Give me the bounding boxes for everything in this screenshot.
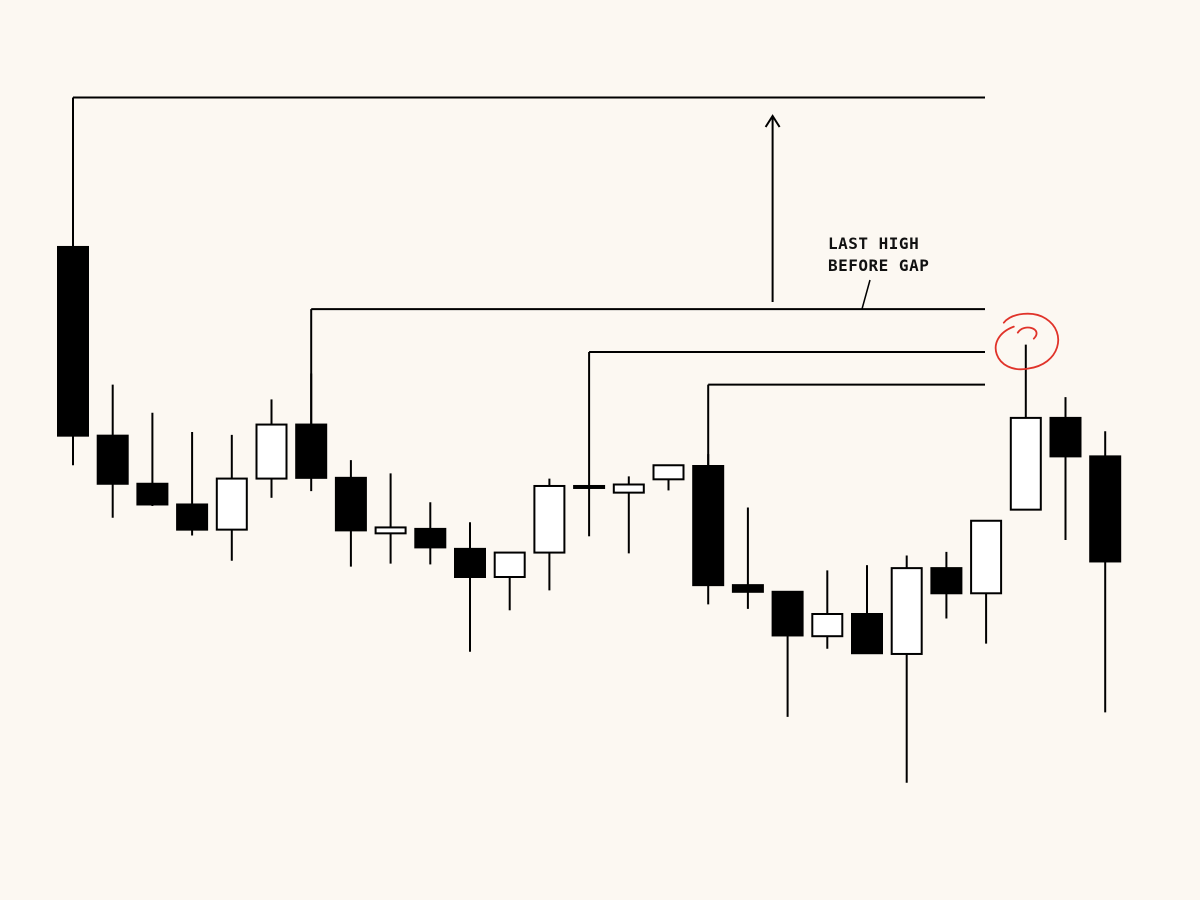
candle-body-14	[612, 483, 645, 494]
candle-body-19	[811, 613, 844, 638]
candle-body-12	[533, 484, 566, 554]
candle-body-26	[1089, 455, 1122, 563]
candle-body-17	[731, 584, 764, 593]
candle-body-20	[851, 613, 883, 655]
candle-body-7	[334, 476, 367, 532]
annotation-pointer	[861, 279, 871, 310]
candle-body-10	[454, 547, 486, 579]
candle-body-18	[771, 590, 804, 637]
candle-body-11	[493, 551, 526, 579]
candle-body-2	[136, 482, 169, 506]
candle-body-13	[573, 484, 606, 489]
candle-body-0	[57, 245, 89, 437]
candle-body-5	[255, 423, 288, 480]
annotation-text-line-1: BEFORE GAP	[828, 256, 929, 275]
candle-body-16	[692, 465, 725, 587]
candle-body-4	[215, 477, 248, 531]
candle-body-8	[374, 526, 407, 535]
candle-body-21	[890, 567, 923, 655]
candle-body-1	[96, 434, 129, 485]
candle-body-22	[930, 567, 963, 595]
candle-body-3	[176, 503, 209, 531]
candle-body-9	[414, 527, 447, 549]
candle-body-15	[652, 464, 685, 481]
candle-body-24	[1009, 416, 1042, 511]
annotation-text-line-0: LAST HIGH	[828, 234, 919, 253]
candle-body-23	[970, 519, 1003, 595]
highlight-circle	[994, 312, 1060, 371]
candle-body-25	[1049, 416, 1082, 458]
arrow-head	[764, 114, 781, 128]
candle-body-6	[295, 423, 328, 479]
